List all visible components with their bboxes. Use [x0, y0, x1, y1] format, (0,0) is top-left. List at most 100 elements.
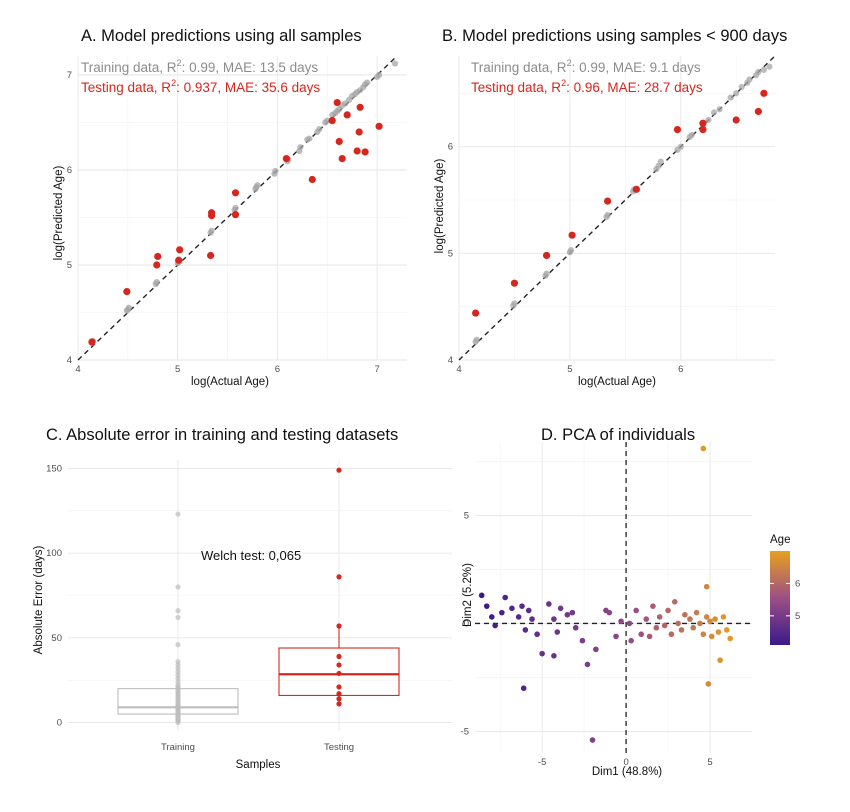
- c-y-tick-label: 0: [57, 718, 62, 729]
- training-point: [705, 116, 712, 124]
- testing-point: [308, 175, 316, 184]
- training-point: [755, 68, 762, 76]
- testing-point: [335, 137, 343, 146]
- panel-a-ticks: 4 5 6 7 4 5 6 7: [67, 70, 380, 375]
- pca-individual-point: [618, 618, 624, 625]
- pca-individual-point: [715, 629, 722, 635]
- legend-colorbar: [770, 551, 790, 645]
- testing-point: [760, 89, 768, 97]
- testing-point: [123, 288, 131, 296]
- training-point: [567, 247, 575, 254]
- pca-individual-point: [569, 609, 576, 616]
- pca-individual-point: [554, 629, 561, 635]
- pca-individual-point: [690, 624, 697, 631]
- error-point: [336, 574, 342, 580]
- a-x-tick-label: 5: [175, 364, 180, 375]
- training-point: [232, 204, 239, 212]
- testing-point: [699, 119, 707, 127]
- pca-individual-point: [687, 616, 693, 622]
- error-point: [336, 670, 342, 677]
- training-point: [153, 279, 160, 286]
- training-point: [716, 106, 723, 113]
- pca-individual-point: [564, 611, 571, 618]
- pca-individual-point: [724, 627, 730, 633]
- c-y-tick-label: 50: [51, 633, 62, 644]
- pca-individual-point: [529, 616, 535, 622]
- panel-a-grid: [77, 56, 407, 361]
- pca-individual-point: [534, 631, 540, 638]
- error-point: [336, 662, 342, 668]
- boxplot-testing: [278, 467, 400, 707]
- pca-individual-point: [665, 607, 671, 614]
- training-point: [733, 90, 740, 97]
- pca-individual-point: [720, 614, 727, 620]
- panel-b-points: [472, 63, 773, 345]
- pca-individual-point: [551, 616, 557, 622]
- panel-d-title: D. PCA of individuals: [541, 426, 695, 444]
- training-point: [254, 182, 261, 189]
- testing-point: [88, 338, 96, 346]
- training-point: [511, 300, 518, 307]
- panel-b-xlabel: log(Actual Age): [578, 376, 656, 388]
- panel-b-identity-line: [458, 55, 776, 361]
- testing-point: [154, 252, 162, 261]
- error-point: [336, 701, 342, 707]
- training-point: [364, 79, 371, 86]
- pca-individual-point: [668, 631, 675, 638]
- d-x-tick-label: 0: [623, 757, 628, 768]
- pca-individual-point: [705, 681, 712, 687]
- error-point: [336, 696, 342, 702]
- panel-c-title: C. Absolute error in training and testin…: [46, 426, 398, 444]
- pca-individual-point: [643, 616, 650, 622]
- a-y-tick-label: 5: [67, 260, 72, 271]
- panel-b-training-annotation: Training data, R2: 0.99, MAE: 9.1 days: [471, 58, 701, 75]
- testing-point: [603, 197, 612, 205]
- training-point: [391, 60, 399, 67]
- testing-point: [175, 256, 183, 264]
- training-point: [543, 270, 550, 277]
- panel-b-testing-annotation: Testing data, R2: 0.96, MAE: 28.7 days: [471, 78, 703, 95]
- pca-individual-point: [697, 620, 703, 627]
- pca-individual-point: [613, 633, 619, 640]
- pca-individual-point: [579, 637, 586, 644]
- testing-point: [510, 279, 519, 287]
- panel-b-title: B. Model predictions using samples < 900…: [442, 27, 787, 45]
- panel-d-legend: Age 56: [770, 534, 800, 645]
- pca-individual-point: [551, 653, 557, 659]
- a-x-tick-label: 6: [275, 364, 280, 375]
- legend-tick-label: 6: [795, 578, 800, 589]
- pca-individual-point: [522, 627, 529, 633]
- pca-individual-point: [520, 685, 527, 692]
- pca-individual-point: [584, 661, 591, 668]
- pca-individual-point: [488, 614, 495, 620]
- a-y-tick-label: 6: [67, 165, 72, 176]
- training-point: [316, 126, 323, 133]
- testing-point: [343, 111, 351, 119]
- testing-point: [282, 155, 290, 163]
- training-point: [760, 66, 768, 73]
- a-x-tick-label: 7: [374, 364, 379, 375]
- training-point: [766, 63, 773, 70]
- pca-individual-point: [653, 624, 660, 631]
- panel-c-welch-annotation: Welch test: 0,065: [201, 548, 301, 563]
- pca-individual-point: [557, 605, 564, 612]
- pca-individual-point: [633, 607, 639, 614]
- d-x-tick-label: 5: [707, 757, 712, 768]
- training-point: [324, 117, 331, 124]
- pca-individual-point: [661, 622, 668, 629]
- training-point: [677, 143, 684, 150]
- error-point: [336, 653, 342, 660]
- b-y-tick-label: 4: [448, 355, 453, 366]
- panel-a-xlabel: log(Actual Age): [191, 376, 269, 388]
- pca-individual-point: [675, 620, 681, 627]
- b-x-tick-label: 6: [678, 364, 683, 375]
- pca-individual-point: [499, 609, 505, 616]
- training-point: [342, 100, 349, 107]
- c-y-tick-label: 150: [46, 463, 62, 474]
- pca-individual-point: [708, 633, 715, 640]
- legend-ticks: 56: [770, 578, 800, 622]
- pca-individual-point: [628, 637, 634, 644]
- pca-individual-point: [703, 583, 710, 590]
- a-y-tick-label: 7: [67, 70, 72, 81]
- c-x-tick-label: Testing: [324, 742, 354, 753]
